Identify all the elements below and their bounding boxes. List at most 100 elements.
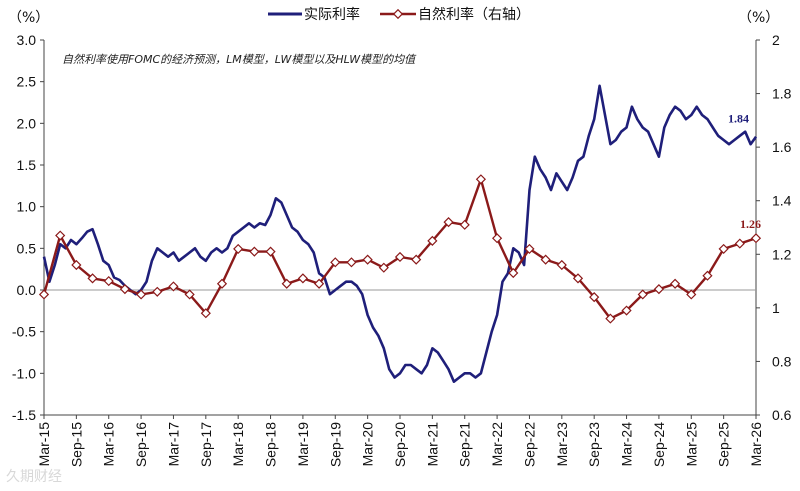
natural-rate-point <box>427 235 438 246</box>
series-line-natural-rate <box>42 178 757 320</box>
natural-rate-point <box>443 217 454 228</box>
natural-rate-point <box>330 257 341 268</box>
natural-rate-point <box>589 292 600 303</box>
natural-rate-point <box>686 289 697 300</box>
plot-area: 1.84 1.26 <box>38 84 762 384</box>
natural-rate-point <box>540 254 551 265</box>
x-tick-label: Mar-15 <box>36 422 52 467</box>
right-tick-label: 1 <box>772 300 780 316</box>
watermark: 久期财经 <box>6 469 62 485</box>
natural-rate-point <box>152 286 163 297</box>
left-tick-label: -1.0 <box>12 365 36 381</box>
data-label-real-rate: 1.84 <box>728 112 749 126</box>
left-tick-label: 2.0 <box>17 115 37 131</box>
x-tick-label: Sep-19 <box>327 422 343 467</box>
natural-rate-point <box>669 278 681 289</box>
axes: -1.5 -1.0 -0.5 0.0 0.5 1.0 1.5 2.0 2.5 3.0 0.6 0.8 1… <box>12 32 792 467</box>
natural-rate-point <box>87 273 98 284</box>
series-line-real-rate <box>42 84 758 384</box>
natural-rate-point <box>750 233 762 244</box>
natural-rate-point <box>653 284 665 295</box>
natural-rate-point <box>572 273 584 284</box>
natural-rate-point <box>297 273 309 284</box>
x-tick-label: Mar-20 <box>360 422 376 467</box>
left-tick-label: 3.0 <box>17 32 37 48</box>
x-tick-label: Sep-15 <box>68 422 84 467</box>
left-tick-label: -0.5 <box>12 324 36 340</box>
natural-rate-point <box>233 243 244 255</box>
legend-marker-natural-rate <box>392 8 404 20</box>
natural-rate-point <box>475 174 487 185</box>
natural-rate-point <box>168 281 179 292</box>
right-tick-label: 1.2 <box>772 246 792 262</box>
legend-label-natural-rate: 自然利率（右轴） <box>418 6 530 23</box>
x-tick-label: Sep-20 <box>392 422 408 467</box>
x-tick-label: Sep-24 <box>651 422 667 467</box>
x-tick-label: Mar-21 <box>424 422 440 467</box>
x-tick-label: Mar-19 <box>295 422 311 467</box>
x-tick-label: Mar-24 <box>619 422 635 467</box>
x-tick-label: Mar-16 <box>101 422 117 467</box>
right-tick-label: 0.6 <box>772 407 792 423</box>
x-tick-label: Sep-22 <box>521 422 537 467</box>
natural-rate-point <box>103 275 114 287</box>
x-tick-label: Sep-25 <box>716 422 732 467</box>
legend-label-real-rate: 实际利率 <box>304 6 360 23</box>
x-tick-label: Mar-18 <box>230 422 246 467</box>
right-tick-label: 0.8 <box>772 353 792 369</box>
x-tick-label: Mar-25 <box>683 422 699 467</box>
x-tick-label: Mar-22 <box>489 422 505 467</box>
x-tick-label: Sep-23 <box>586 422 602 467</box>
natural-rate-point <box>71 259 82 271</box>
x-tick-label: Mar-26 <box>748 422 764 467</box>
chart-note: 自然利率使用FOMC的经济预测，LM模型，LW模型以及HLW模型的均值 <box>62 53 417 66</box>
legend: 实际利率 自然利率（右轴） <box>268 6 530 23</box>
right-tick-label: 1.4 <box>772 193 792 209</box>
left-tick-label: 1.0 <box>17 199 37 215</box>
x-tick-label: Sep-16 <box>133 422 149 467</box>
natural-rate-point <box>491 233 503 244</box>
right-tick-label: 1.6 <box>772 139 792 155</box>
natural-rate-point <box>702 270 713 281</box>
right-tick-label: 2 <box>772 32 780 48</box>
left-tick-label: 0.0 <box>17 282 37 298</box>
right-tick-label: 1.8 <box>772 86 792 102</box>
natural-rate-point <box>216 278 228 289</box>
right-axis-unit: （%） <box>738 10 779 26</box>
natural-rate-point <box>38 289 50 300</box>
natural-rate-point <box>346 257 357 268</box>
x-tick-label: Sep-21 <box>457 422 473 467</box>
natural-rate-point <box>459 219 470 230</box>
x-tick-label: Mar-17 <box>165 422 181 467</box>
left-axis-unit: （%） <box>8 10 49 26</box>
left-tick-label: -1.5 <box>12 407 36 423</box>
left-tick-label: 0.5 <box>17 240 37 256</box>
natural-rate-point <box>605 313 616 324</box>
natural-rate-point <box>508 267 519 279</box>
natural-rate-point <box>637 289 648 300</box>
natural-rate-point <box>184 289 195 300</box>
natural-rate-point <box>734 238 745 249</box>
x-tick-label: Mar-23 <box>554 422 570 467</box>
x-tick-label: Sep-18 <box>263 422 279 467</box>
natural-rate-point <box>524 243 535 255</box>
natural-rate-point <box>249 246 260 257</box>
natural-rate-point <box>265 246 276 257</box>
natural-rate-point <box>621 305 632 316</box>
natural-rate-point <box>55 230 66 241</box>
natural-rate-point <box>411 254 422 265</box>
natural-rate-point <box>362 254 373 265</box>
natural-rate-point <box>313 278 325 289</box>
natural-rate-point <box>135 289 147 300</box>
left-tick-label: 2.5 <box>17 74 37 90</box>
natural-rate-point <box>378 262 389 273</box>
natural-rate-point <box>556 259 567 271</box>
natural-rate-point <box>718 243 729 255</box>
data-label-natural-rate: 1.26 <box>740 217 761 231</box>
natural-rate-point <box>119 284 131 295</box>
left-tick-label: 1.5 <box>17 157 37 173</box>
natural-rate-point <box>281 278 292 289</box>
x-tick-label: Sep-17 <box>198 422 214 467</box>
natural-rate-point <box>200 308 211 319</box>
